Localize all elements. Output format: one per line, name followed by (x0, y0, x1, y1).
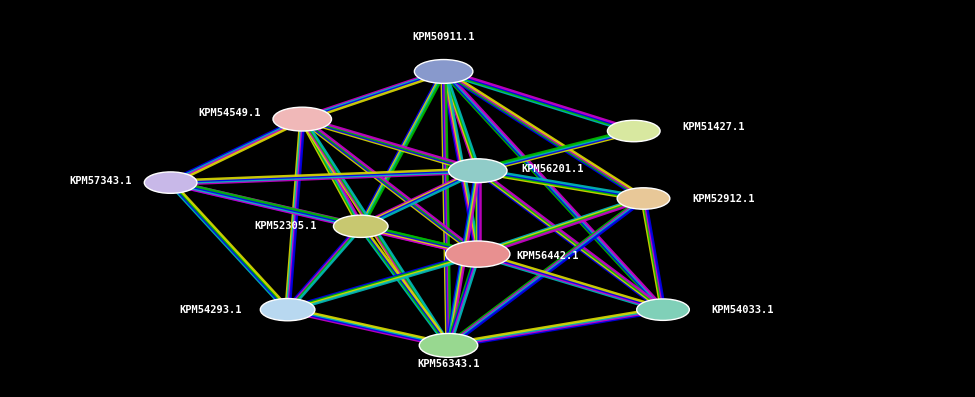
Text: KPM56343.1: KPM56343.1 (417, 359, 480, 369)
Text: KPM54293.1: KPM54293.1 (179, 304, 242, 315)
Text: KPM52912.1: KPM52912.1 (692, 193, 755, 204)
Text: KPM56201.1: KPM56201.1 (522, 164, 584, 174)
Circle shape (273, 107, 332, 131)
Circle shape (446, 241, 510, 267)
Text: KPM50911.1: KPM50911.1 (412, 32, 475, 42)
Text: KPM56442.1: KPM56442.1 (517, 251, 579, 261)
Circle shape (617, 188, 670, 209)
Text: KPM57343.1: KPM57343.1 (69, 175, 132, 186)
Circle shape (414, 60, 473, 83)
Text: KPM54549.1: KPM54549.1 (199, 108, 261, 118)
Circle shape (607, 120, 660, 142)
Circle shape (260, 299, 315, 321)
Circle shape (333, 215, 388, 237)
Text: KPM51427.1: KPM51427.1 (682, 122, 745, 132)
Circle shape (419, 333, 478, 357)
Circle shape (637, 299, 689, 320)
Circle shape (448, 159, 507, 183)
Circle shape (144, 172, 197, 193)
Text: KPM54033.1: KPM54033.1 (712, 304, 774, 315)
Text: KPM52305.1: KPM52305.1 (254, 221, 317, 231)
